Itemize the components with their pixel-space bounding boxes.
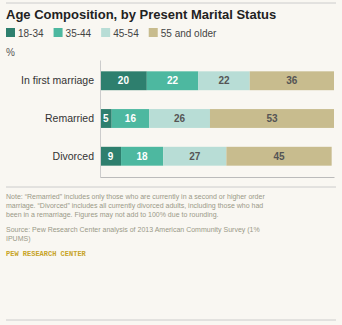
rule bbox=[6, 187, 336, 188]
legend-swatch bbox=[101, 28, 110, 37]
bar bbox=[100, 71, 147, 90]
y-axis: In first marriage Remarried Divorced bbox=[21, 61, 100, 178]
annotation: Note: “Remarried” includes only those wh… bbox=[6, 193, 265, 219]
tick: Remarried bbox=[45, 112, 100, 124]
legend-swatch bbox=[6, 28, 15, 37]
title: Age Composition, by Present Marital Stat… bbox=[6, 7, 276, 22]
legend-label: 35-44 bbox=[66, 28, 92, 39]
bar bbox=[112, 109, 149, 128]
legend-label: 45-54 bbox=[113, 28, 139, 39]
bar bbox=[147, 71, 198, 90]
bar bbox=[163, 147, 226, 166]
data-label: 26 bbox=[174, 113, 186, 124]
tick-label: In first marriage bbox=[21, 74, 94, 86]
legend-item: 18-34 bbox=[6, 28, 44, 39]
data-label: 20 bbox=[118, 75, 130, 86]
bar bbox=[198, 71, 249, 90]
bar bbox=[121, 147, 163, 166]
data-label: 22 bbox=[167, 75, 179, 86]
legend-swatch bbox=[54, 28, 63, 37]
legend-item: 35-44 bbox=[54, 28, 92, 39]
data-label: 9 bbox=[108, 151, 114, 162]
annotation: Source: Pew Research Center analysis of … bbox=[6, 226, 260, 243]
data-label: 16 bbox=[125, 113, 137, 124]
legend: 18-34 35-44 45-54 55 and older bbox=[6, 28, 217, 39]
tick: Divorced bbox=[53, 150, 100, 162]
bar bbox=[149, 109, 210, 128]
bar bbox=[210, 109, 334, 128]
legend-label: 18-34 bbox=[18, 28, 44, 39]
chart: Age Composition, by Present Marital Stat… bbox=[0, 0, 342, 325]
plot: 20 5 9 22 16 18 22 26 27 36 53 45 In first marriage R… bbox=[21, 61, 334, 178]
bar bbox=[250, 71, 334, 90]
bars bbox=[100, 71, 334, 165]
branding: PEW RESEARCH CENTER bbox=[6, 250, 87, 258]
legend-item: 55 and older bbox=[149, 28, 217, 39]
data-label: 18 bbox=[137, 151, 149, 162]
axis-label: % bbox=[6, 47, 15, 58]
bar bbox=[100, 109, 112, 128]
data-labels: 20 5 9 22 16 18 22 26 27 36 53 45 bbox=[103, 75, 298, 161]
legend-item: 45-54 bbox=[101, 28, 139, 39]
legend-label: 55 and older bbox=[161, 28, 217, 39]
data-label: 22 bbox=[218, 75, 230, 86]
tick-label: Remarried bbox=[45, 112, 94, 124]
bar bbox=[226, 147, 331, 166]
x-axis-line bbox=[101, 177, 335, 178]
x-axis bbox=[101, 177, 335, 178]
tick: In first marriage bbox=[21, 74, 100, 86]
rule bbox=[6, 320, 336, 321]
rule bbox=[6, 3, 336, 4]
tick-label: Divorced bbox=[53, 150, 95, 162]
data-label: 27 bbox=[189, 151, 201, 162]
legend-swatch bbox=[149, 28, 158, 37]
data-label: 53 bbox=[266, 113, 278, 124]
data-label: 36 bbox=[286, 75, 298, 86]
data-label: 5 bbox=[103, 113, 109, 124]
bar bbox=[100, 147, 121, 166]
y-axis-line bbox=[100, 61, 101, 178]
data-label: 45 bbox=[273, 151, 285, 162]
